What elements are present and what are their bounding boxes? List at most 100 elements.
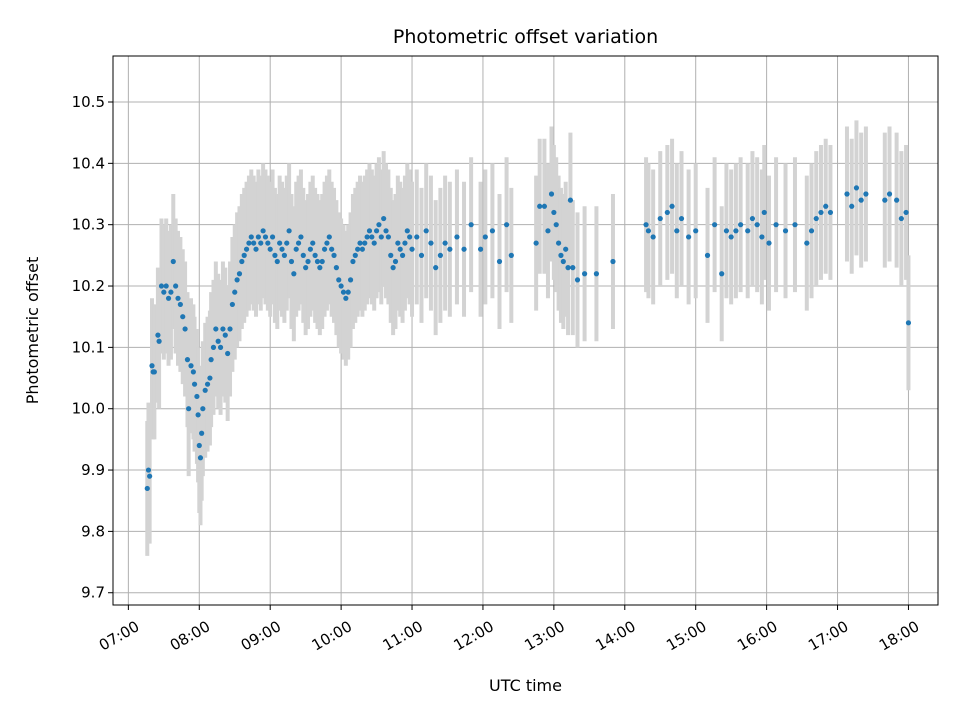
data-point: [255, 234, 261, 240]
data-point: [409, 246, 415, 252]
data-point: [376, 222, 382, 228]
data-point: [853, 185, 860, 191]
data-point: [849, 203, 855, 209]
data-point: [184, 357, 191, 363]
data-point: [388, 252, 394, 258]
data-point: [399, 252, 406, 258]
data-point: [197, 455, 204, 461]
data-point: [239, 258, 245, 265]
data-point: [362, 240, 368, 246]
data-point: [381, 215, 387, 222]
data-point: [545, 228, 551, 234]
data-point: [144, 485, 150, 492]
data-point: [533, 240, 539, 246]
data-point: [336, 277, 342, 283]
y-tick-label: 10.1: [72, 338, 105, 356]
data-point: [338, 283, 344, 289]
data-point: [272, 252, 278, 258]
data-point: [293, 246, 299, 252]
data-point: [428, 240, 434, 246]
data-point: [199, 430, 205, 436]
data-point: [324, 240, 330, 246]
data-point: [863, 191, 869, 197]
data-point: [364, 234, 370, 240]
data-point: [213, 326, 219, 332]
data-point: [371, 240, 377, 246]
data-point: [345, 289, 351, 295]
data-point: [288, 258, 295, 265]
data-point: [300, 252, 306, 258]
data-point: [558, 252, 564, 258]
data-point: [508, 252, 514, 258]
y-tick-label: 9.7: [81, 584, 105, 602]
data-point: [177, 301, 183, 308]
data-point: [402, 240, 408, 246]
data-point: [482, 234, 488, 240]
plot-frame: [112, 55, 939, 606]
data-point: [222, 332, 228, 338]
data-point: [407, 234, 413, 240]
data-point: [229, 301, 235, 308]
data-point: [158, 283, 165, 289]
data-point: [248, 234, 254, 240]
data-point: [414, 234, 420, 240]
data-point: [581, 271, 588, 277]
data-point: [155, 332, 161, 338]
data-point: [267, 246, 273, 252]
data-point: [186, 406, 192, 412]
y-tick-label: 10.5: [72, 93, 105, 111]
data-point: [738, 222, 744, 228]
data-point: [145, 467, 152, 473]
data-point: [168, 289, 174, 295]
data-point: [385, 234, 391, 240]
data-point: [190, 369, 196, 375]
data-point: [156, 338, 162, 344]
data-point: [773, 222, 779, 228]
data-point: [433, 265, 439, 271]
data-point: [593, 271, 600, 277]
data-point: [191, 381, 198, 387]
data-point: [395, 240, 401, 246]
data-point: [782, 228, 789, 234]
data-point: [461, 246, 467, 252]
data-point: [657, 215, 663, 222]
data-point: [454, 234, 460, 240]
data-point: [350, 258, 356, 265]
data-point: [163, 283, 169, 289]
data-point: [258, 240, 264, 246]
data-points: [144, 185, 912, 492]
data-point: [537, 203, 543, 209]
data-point: [423, 228, 429, 234]
data-point: [813, 215, 819, 222]
data-point: [200, 406, 206, 412]
data-point: [570, 265, 576, 271]
data-point: [749, 215, 756, 222]
data-point: [844, 191, 850, 197]
data-point: [369, 234, 375, 240]
data-point: [182, 326, 188, 332]
data-point: [305, 258, 311, 265]
data-point: [355, 246, 361, 252]
y-tick-label: 9.9: [81, 461, 105, 479]
data-point: [489, 228, 496, 234]
data-point: [704, 252, 711, 258]
data-point: [383, 228, 389, 234]
data-point: [215, 338, 221, 344]
data-point: [232, 289, 238, 295]
data-point: [234, 277, 240, 283]
data-point: [818, 209, 824, 216]
data-point: [340, 289, 347, 295]
data-point: [220, 326, 226, 332]
data-point: [269, 234, 276, 240]
data-point: [188, 363, 194, 369]
data-point: [610, 258, 616, 265]
data-point: [686, 234, 692, 240]
data-point: [804, 240, 810, 246]
data-point: [175, 295, 181, 301]
data-point: [366, 228, 373, 234]
data-point: [643, 222, 649, 228]
data-point: [823, 203, 829, 209]
data-point: [898, 215, 904, 222]
data-point: [196, 442, 202, 449]
